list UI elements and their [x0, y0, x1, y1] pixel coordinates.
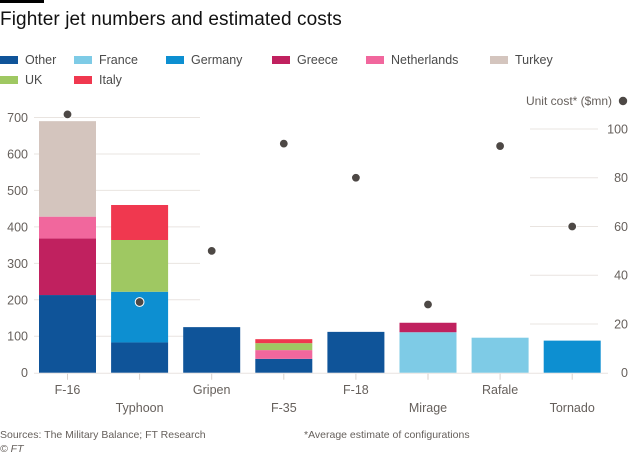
y2-axis-label: Unit cost* ($mn) [526, 94, 612, 108]
bar-segment-france [471, 337, 529, 373]
y2-tick-label: 40 [614, 269, 628, 283]
legend-label: Other [25, 53, 57, 67]
legend-swatch [0, 76, 18, 84]
bar-segment-greece [39, 238, 96, 296]
legend-item-greece: Greece [272, 53, 338, 67]
unit-cost-dots [62, 109, 578, 310]
bar-segment-germany [543, 340, 601, 373]
unit-cost-dot [206, 245, 217, 256]
brand-bar [0, 0, 44, 3]
footnote: *Average estimate of configurations [304, 429, 470, 441]
y2-tick-label: 0 [621, 366, 628, 380]
y2-tick-label: 60 [614, 220, 628, 234]
unit-cost-dot [351, 172, 361, 183]
y-tick-label: 200 [7, 293, 28, 307]
y2-legend-dot [618, 96, 628, 106]
x-tick-label: Rafale [482, 383, 518, 397]
unit-cost-dot [62, 109, 73, 120]
legend-swatch [166, 56, 184, 64]
bar-segment-other [183, 327, 241, 373]
bar-segment-netherlands [39, 216, 96, 239]
legend-item-germany: Germany [166, 53, 242, 67]
legend-label: Germany [191, 53, 243, 67]
legend-label: France [99, 53, 138, 67]
bar-segment-greece [399, 322, 457, 333]
x-tick-label: Mirage [409, 401, 447, 415]
y-tick-label: 600 [7, 147, 28, 161]
legend-item-france: France [74, 53, 138, 67]
bar-segment-france [399, 332, 457, 373]
x-axis: F-16 Typhoon Gripen F-35 F-18 Mirage Rafale Tor… [55, 373, 595, 415]
legend-item-turkey: Turkey [490, 53, 553, 67]
legend-label: Netherlands [391, 53, 459, 67]
legend-item-other: Other [0, 53, 56, 67]
legend-item-uk: UK [0, 73, 42, 87]
bar-segment-other [111, 342, 169, 373]
unit-cost-dot [134, 297, 145, 307]
y2-tick-label: 80 [614, 171, 628, 185]
y-axis-right: 0 20 40 60 80 100 [607, 123, 628, 381]
y-tick-label: 300 [7, 257, 28, 271]
x-tick-label: Typhoon [116, 401, 164, 415]
source-note: Sources: The Military Balance; FT Resear… [0, 429, 206, 441]
x-tick-label: F-18 [343, 383, 369, 397]
y-tick-label: 700 [7, 111, 28, 125]
y-tick-label: 400 [7, 220, 28, 234]
y2-tick-label: 20 [614, 317, 628, 331]
bar-segment-other [39, 295, 96, 373]
unit-cost-dot [495, 141, 506, 151]
unit-cost-dot [278, 138, 289, 149]
bar-segment-italy [111, 204, 169, 240]
bar-segment-other [327, 331, 385, 373]
x-tick-label: Gripen [193, 383, 231, 397]
x-tick-label: F-16 [55, 383, 81, 397]
legend-swatch [366, 56, 384, 64]
y-tick-label: 100 [7, 330, 28, 344]
bars [39, 121, 601, 373]
legend-swatch [74, 76, 92, 84]
unit-cost-dot [567, 221, 578, 232]
y-tick-label: 500 [7, 184, 28, 198]
y2-tick-label: 100 [607, 123, 628, 137]
legend-label: Greece [297, 53, 338, 67]
x-tick-label: F-35 [271, 401, 297, 415]
legend-label: Italy [99, 73, 122, 87]
legend-item-italy: Italy [74, 73, 122, 87]
bar-segment-turkey [39, 121, 96, 217]
x-tick-label: Tornado [550, 401, 595, 415]
chart-title: Fighter jet numbers and estimated costs [0, 9, 342, 30]
bar-segment-uk [255, 343, 313, 351]
bar-segment-netherlands [255, 350, 313, 359]
legend-label: Turkey [515, 53, 553, 67]
bar-segment-italy [255, 339, 313, 344]
y-axis-left: 0 100 200 300 400 500 600 700 [7, 111, 28, 380]
legend-item-netherlands: Netherlands [366, 53, 458, 67]
legend-swatch [490, 56, 508, 64]
legend-swatch [0, 56, 18, 64]
copyright: © FT [0, 443, 24, 455]
legend-swatch [272, 56, 290, 64]
legend-swatch [74, 56, 92, 64]
legend-label: UK [25, 73, 43, 87]
y-tick-label: 0 [21, 366, 28, 380]
bar-segment-other [255, 358, 313, 373]
unit-cost-dot [423, 299, 433, 310]
bar-segment-uk [111, 239, 169, 292]
